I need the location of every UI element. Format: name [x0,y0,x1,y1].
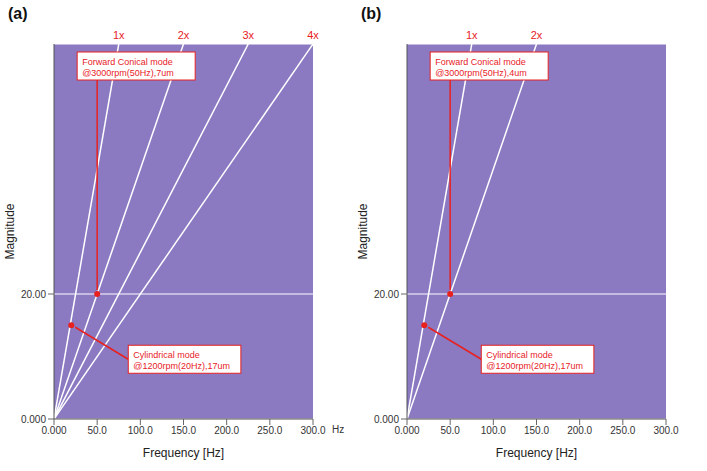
svg-text:250.0: 250.0 [610,425,635,436]
svg-text:Magnitude: Magnitude [4,203,17,259]
svg-text:250.0: 250.0 [257,425,282,436]
html-text:(b): (b) [361,5,382,22]
svg-text:3x: 3x [242,29,254,41]
svg-text:Cylindrical mode: Cylindrical mode [486,350,553,360]
svg-text:0.000: 0.000 [374,414,399,425]
svg-text:Magnitude: Magnitude [357,203,370,259]
svg-text:50.0: 50.0 [440,425,460,436]
svg-text:@3000rpm(50Hz),4um: @3000rpm(50Hz),4um [435,68,527,78]
svg-text:200.0: 200.0 [567,425,592,436]
svg-text:20.00: 20.00 [374,289,399,300]
svg-text:2x: 2x [178,29,190,41]
svg-text:200.0: 200.0 [214,425,239,436]
svg-text:Forward Conical mode: Forward Conical mode [435,57,526,67]
svg-text:0.000: 0.000 [21,414,46,425]
svg-text:0.000: 0.000 [394,425,419,436]
svg-text:150.0: 150.0 [171,425,196,436]
svg-text:4x: 4x [307,29,319,41]
svg-text:100.0: 100.0 [481,425,506,436]
svg-text:Forward Conical mode: Forward Conical mode [82,57,173,67]
svg-text:150.0: 150.0 [524,425,549,436]
svg-text:Frequency [Hz]: Frequency [Hz] [496,446,577,460]
svg-text:Frequency [Hz]: Frequency [Hz] [143,446,224,460]
svg-text:20.00: 20.00 [21,289,46,300]
svg-text:@3000rpm(50Hz),7um: @3000rpm(50Hz),7um [82,68,174,78]
svg-text:1x: 1x [466,29,478,41]
svg-text:300.0: 300.0 [653,425,678,436]
svg-text:0.000: 0.000 [41,425,66,436]
html-text:Hz: Hz [332,424,345,435]
html-text:(a): (a) [8,5,28,22]
svg-text:@1200rpm(20Hz),17um: @1200rpm(20Hz),17um [486,361,583,371]
svg-text:1x: 1x [113,29,125,41]
svg-text:@1200rpm(20Hz),17um: @1200rpm(20Hz),17um [133,361,230,371]
svg-text:50.0: 50.0 [87,425,107,436]
svg-text:300.0: 300.0 [300,425,325,436]
svg-text:100.0: 100.0 [128,425,153,436]
svg-text:Cylindrical mode: Cylindrical mode [133,350,200,360]
svg-text:2x: 2x [531,29,543,41]
